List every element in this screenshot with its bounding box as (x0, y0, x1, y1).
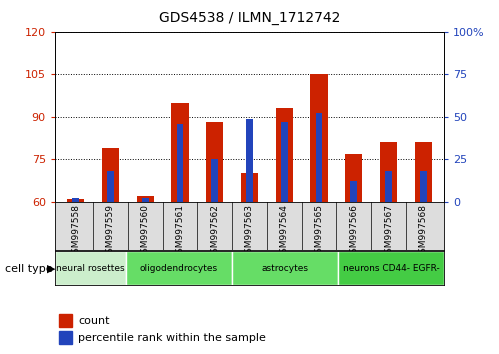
Bar (137, 196, 154, 202)
Bar (315, 113, 322, 202)
Bar (107, 171, 114, 202)
Bar (102, 148, 119, 202)
Bar (55, 251, 126, 285)
Text: percentile rank within the sample: percentile rank within the sample (78, 333, 266, 343)
Bar (420, 171, 427, 202)
Text: GSM997560: GSM997560 (141, 204, 150, 259)
Bar (281, 122, 288, 202)
Bar (67, 199, 84, 202)
Bar (171, 103, 189, 202)
Text: GSM997566: GSM997566 (349, 204, 358, 259)
Text: GDS4538 / ILMN_1712742: GDS4538 / ILMN_1712742 (159, 11, 340, 25)
Text: GSM997561: GSM997561 (176, 204, 185, 259)
Text: oligodendrocytes: oligodendrocytes (140, 264, 218, 273)
Text: GSM997559: GSM997559 (106, 204, 115, 259)
Text: neural rosettes: neural rosettes (56, 264, 125, 273)
Text: count: count (78, 316, 110, 326)
Bar (126, 251, 232, 285)
Bar (385, 171, 392, 202)
Text: astrocytes: astrocytes (261, 264, 308, 273)
Text: GSM997567: GSM997567 (384, 204, 393, 259)
Text: GSM997564: GSM997564 (280, 204, 289, 259)
Text: GSM997565: GSM997565 (314, 204, 323, 259)
Bar (232, 251, 338, 285)
Text: cell type: cell type (5, 264, 52, 274)
Text: GSM997558: GSM997558 (71, 204, 80, 259)
Bar (415, 142, 432, 202)
Bar (275, 108, 293, 202)
Bar (350, 181, 357, 202)
Bar (206, 122, 224, 202)
Bar (241, 173, 258, 202)
Bar (59, 331, 72, 344)
Text: GSM997562: GSM997562 (210, 204, 219, 259)
Bar (338, 251, 444, 285)
Bar (72, 198, 79, 202)
Text: neurons CD44- EGFR-: neurons CD44- EGFR- (343, 264, 440, 273)
Bar (345, 154, 362, 202)
Bar (246, 119, 253, 202)
Bar (59, 314, 72, 327)
Bar (310, 74, 328, 202)
Bar (142, 198, 149, 202)
Bar (380, 142, 397, 202)
Text: GSM997568: GSM997568 (419, 204, 428, 259)
Text: ▶: ▶ (47, 264, 56, 274)
Bar (177, 124, 184, 202)
Text: GSM997563: GSM997563 (245, 204, 254, 259)
Bar (211, 159, 218, 202)
